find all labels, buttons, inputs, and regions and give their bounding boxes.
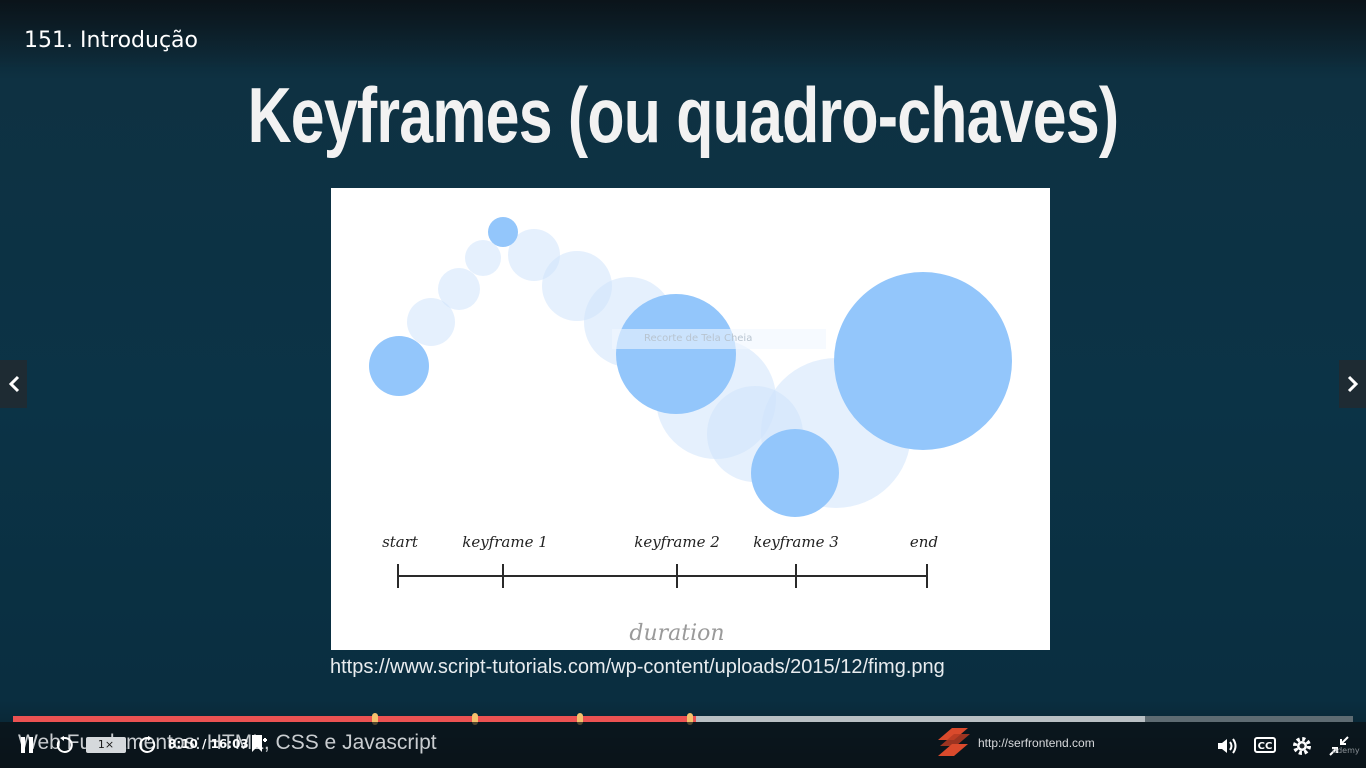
label-start: start [382,533,419,551]
add-bookmark-button[interactable] [250,734,268,758]
progress-marker[interactable] [686,713,693,725]
top-shade [0,0,1366,80]
keyframes-figure: start keyframe 1 keyframe 2 keyframe 3 e… [331,188,1050,650]
overlay-label: Recorte de Tela Cheia [612,329,826,349]
lecture-title: 151. Introdução [24,28,199,53]
volume-icon [1218,738,1237,754]
settings-button[interactable] [1291,735,1313,761]
label-keyframe-1: keyframe 1 [462,533,548,551]
rewind-button[interactable] [55,736,73,758]
progress-bar[interactable] [13,713,1353,725]
source-url: https://www.script-tutorials.com/wp-cont… [330,656,945,678]
udemy-watermark: udemy [1332,746,1360,755]
rewind-icon [56,736,73,753]
progress-marker[interactable] [371,713,378,725]
settings-icon [1293,737,1311,755]
exit-fullscreen-button[interactable] [1328,735,1350,761]
volume-button[interactable] [1217,737,1239,759]
forward-icon [139,736,156,753]
playback-speed-button[interactable]: 1× [86,737,126,753]
chevron-right-icon [1347,375,1358,393]
time-display: 8:10 / 16:03 [168,737,249,751]
keyframes-illustration: start keyframe 1 keyframe 2 keyframe 3 e… [369,217,1012,646]
progress-marker[interactable] [472,713,479,725]
brand-url: http://serfrontend.com [978,736,1095,750]
progress-marker[interactable] [576,713,583,725]
label-end: end [910,533,938,551]
progress-played [13,716,697,722]
play-pause-button[interactable] [20,736,34,758]
forward-button[interactable] [139,736,157,758]
previous-lecture-button[interactable] [0,360,27,408]
pause-icon [21,737,33,753]
captions-button[interactable]: CC [1254,737,1276,753]
slide-heading: Keyframes (ou quadro-chaves) [247,71,1120,159]
label-keyframe-3: keyframe 3 [753,533,839,551]
exit-fullscreen-icon [1329,736,1349,756]
next-lecture-button[interactable] [1339,360,1366,408]
label-duration: duration [629,621,724,646]
label-keyframe-2: keyframe 2 [634,533,720,551]
brand-logo [934,726,974,764]
chevron-left-icon [8,375,19,393]
bookmark-icon [252,735,267,752]
serfrontend-logo-icon [938,728,970,756]
control-bar [0,722,1366,768]
